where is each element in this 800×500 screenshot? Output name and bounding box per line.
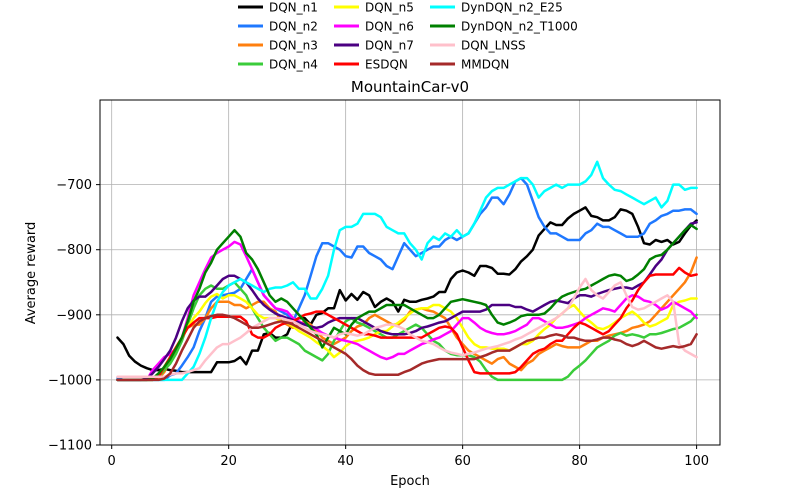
legend-entry: DQN_n6 [334, 20, 414, 34]
series-line-dqn-n6 [116, 240, 698, 382]
y-tick-label: −800 [56, 243, 92, 258]
y-axis: −1100 −1000 −900 −800 −700 [48, 178, 100, 454]
x-axis: 0 20 40 60 80 100 [108, 445, 709, 469]
legend: DQN_n1 DQN_n2 DQN_n3 DQN_n4 DQN_n5 DQN_n6 DQN_… [238, 1, 578, 72]
y-tick-label: −900 [56, 308, 92, 323]
legend-label: DQN_n6 [365, 20, 414, 34]
legend-entry: DQN_n7 [334, 39, 414, 53]
legend-entry: DQN_n3 [238, 39, 318, 53]
chart-title: MountainCar-v0 [351, 78, 469, 96]
series-line-dqn-n5 [116, 292, 698, 382]
y-tick-label: −1000 [48, 373, 92, 388]
series-line-dqn-n7 [116, 221, 698, 382]
y-axis-label: Average reward [24, 222, 39, 325]
legend-entry: DynDQN_n2_E25 [430, 1, 563, 15]
y-tick-label: −700 [56, 178, 92, 193]
legend-entry: DynDQN_n2_T1000 [430, 20, 578, 34]
x-tick-label: 80 [571, 454, 588, 469]
y-tick-label: −1100 [48, 439, 92, 454]
series-line-dyndqn-n2-t1000 [116, 223, 698, 382]
legend-entry: DQN_n2 [238, 20, 318, 34]
plot-frame [99, 99, 721, 446]
legend-entry: MMDQN [430, 58, 509, 72]
x-tick-label: 100 [684, 454, 709, 469]
series-line-dqn-n2 [116, 176, 698, 382]
legend-label: DQN_n7 [365, 39, 414, 53]
x-tick-label: 0 [108, 454, 116, 469]
legend-label: DQN_LNSS [461, 39, 526, 53]
series-line-dqn-n1 [116, 206, 698, 374]
legend-entry: DQN_n4 [238, 58, 318, 72]
legend-label: DQN_n4 [269, 58, 318, 72]
x-tick-label: 40 [337, 454, 354, 469]
x-tick-label: 20 [220, 454, 237, 469]
legend-entry: DQN_n1 [238, 1, 318, 15]
plot-lines [116, 160, 698, 382]
legend-label: DQN_n3 [269, 39, 318, 53]
legend-label: DynDQN_n2_E25 [461, 1, 563, 15]
series-line-dyndqn-n2-e25 [116, 160, 698, 382]
legend-entry: DQN_n5 [334, 1, 414, 15]
legend-entry: DQN_LNSS [430, 39, 526, 53]
series-line-esdqn [116, 266, 698, 382]
series-line-mmdqn [116, 313, 698, 382]
legend-label: DynDQN_n2_T1000 [461, 20, 578, 34]
x-tick-label: 60 [454, 454, 471, 469]
legend-label: DQN_n2 [269, 20, 318, 34]
legend-label: DQN_n5 [365, 1, 414, 15]
legend-entry: ESDQN [334, 58, 408, 72]
legend-label: ESDQN [365, 58, 408, 72]
x-axis-label: Epoch [390, 474, 430, 489]
series-line-dqn-lnss [116, 277, 698, 378]
grid [100, 100, 720, 446]
legend-label: DQN_n1 [269, 1, 318, 15]
legend-label: MMDQN [461, 58, 509, 72]
